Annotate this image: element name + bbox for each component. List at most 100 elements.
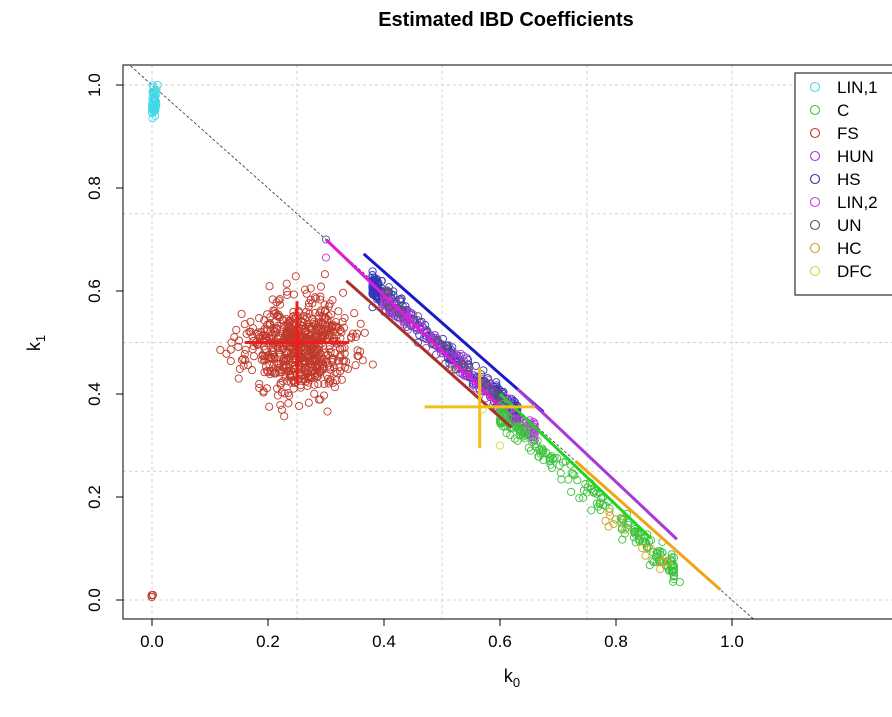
point-c xyxy=(622,523,631,532)
point-fs xyxy=(336,351,345,360)
point-fs xyxy=(283,290,292,299)
line-fs xyxy=(345,279,513,429)
point-c xyxy=(658,548,667,557)
point-fs xyxy=(339,288,348,297)
point-hun xyxy=(451,349,460,358)
point-fs xyxy=(270,307,279,316)
point-fs xyxy=(312,372,322,381)
point-un xyxy=(413,315,422,325)
point-hun xyxy=(448,349,457,358)
point-hc xyxy=(606,511,615,520)
point-fs xyxy=(291,364,300,374)
point-fs xyxy=(353,351,362,360)
y-tick-label: 0.6 xyxy=(85,279,104,303)
point-fs xyxy=(282,287,291,296)
point-fs xyxy=(262,366,272,375)
point-c xyxy=(575,494,584,503)
point-un xyxy=(397,308,406,317)
point-fs xyxy=(328,378,338,387)
legend-label: LIN,1 xyxy=(837,78,878,97)
point-c xyxy=(506,431,515,440)
point-c xyxy=(564,475,573,484)
legend-marker xyxy=(809,196,821,208)
point-fs xyxy=(282,327,291,336)
point-c xyxy=(669,566,678,575)
point-fs xyxy=(314,371,323,380)
point-fs xyxy=(298,322,307,331)
point-un xyxy=(442,341,451,350)
point-hun xyxy=(456,349,466,358)
legend-label: HS xyxy=(837,170,861,189)
point-fs xyxy=(266,366,275,375)
point-fs xyxy=(317,322,326,331)
point-fs xyxy=(282,279,291,288)
point-fs xyxy=(326,363,335,372)
point-fs xyxy=(276,400,285,410)
point-hun xyxy=(399,316,408,325)
point-fs xyxy=(319,330,328,340)
x-tick-label: 0.2 xyxy=(256,632,280,651)
point-fs xyxy=(284,399,293,408)
point-fs xyxy=(234,342,243,351)
point-fs xyxy=(240,320,249,329)
point-fs xyxy=(257,328,266,337)
point-fs xyxy=(300,285,310,294)
point-fs xyxy=(237,309,246,318)
point-fs xyxy=(337,375,346,384)
point-fs xyxy=(320,379,329,388)
legend-label: C xyxy=(837,101,849,120)
point-un xyxy=(433,335,442,344)
point-fs xyxy=(285,391,294,400)
point-fs xyxy=(305,309,314,318)
y-tick-label: 0.4 xyxy=(85,382,104,406)
point-fs xyxy=(269,324,278,333)
point-fs xyxy=(316,295,325,304)
point-fs xyxy=(274,296,283,305)
legend-label: HC xyxy=(837,239,862,258)
point-c xyxy=(595,499,604,508)
y-axis-label-subscript: 1 xyxy=(33,335,48,342)
point-fs xyxy=(230,333,239,342)
y-axis-label: k1 xyxy=(24,335,48,351)
point-c xyxy=(587,506,596,515)
point-fs xyxy=(306,284,315,293)
point-fs xyxy=(284,363,294,372)
point-c xyxy=(664,566,674,575)
legend-label: HUN xyxy=(837,147,874,166)
point-un xyxy=(441,343,450,352)
point-c xyxy=(556,469,565,478)
legend-marker xyxy=(809,242,821,254)
point-hun xyxy=(459,351,468,361)
point-fs xyxy=(368,360,377,369)
point-fs xyxy=(310,380,319,389)
point-fs xyxy=(272,324,281,333)
point-fs xyxy=(287,321,296,330)
point-fs xyxy=(305,359,314,368)
point-c xyxy=(653,547,663,556)
point-fs xyxy=(226,345,235,354)
point-fs xyxy=(275,348,284,357)
point-fs xyxy=(314,311,323,320)
point-fs xyxy=(265,402,274,411)
point-fs xyxy=(234,374,243,383)
point-fs xyxy=(243,361,253,370)
point-fs xyxy=(268,295,277,304)
x-axis-label: k0 xyxy=(504,666,520,690)
legend-marker xyxy=(809,219,821,231)
point-lin-1 xyxy=(149,91,158,100)
point-un xyxy=(483,374,493,383)
point-fs xyxy=(270,310,279,319)
point-fs xyxy=(302,289,311,298)
point-c xyxy=(630,529,640,538)
point-c xyxy=(667,557,677,566)
point-fs xyxy=(321,306,330,315)
point-fs xyxy=(356,319,365,328)
point-c xyxy=(573,476,582,485)
chart-title: Estimated IBD Coefficients xyxy=(378,9,634,31)
point-fs xyxy=(248,366,257,375)
point-fs xyxy=(295,401,304,411)
point-fs xyxy=(319,391,329,400)
point-c xyxy=(567,468,576,478)
x-tick-label: 0.6 xyxy=(488,632,512,651)
point-fs xyxy=(255,314,264,323)
